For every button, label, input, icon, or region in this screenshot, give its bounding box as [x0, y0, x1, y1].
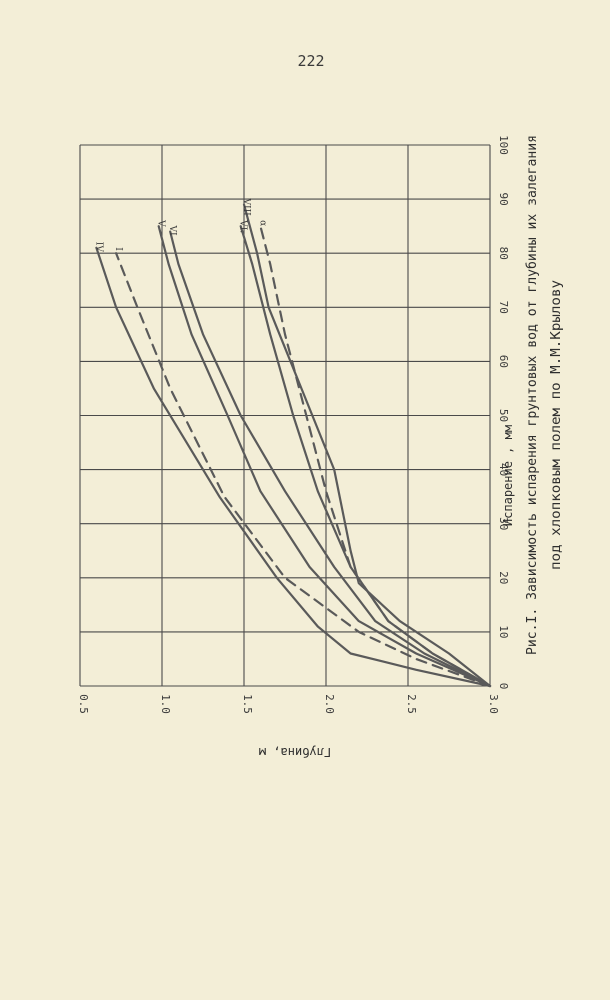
- curve-label: VI.: [238, 219, 248, 233]
- series-line: [259, 225, 492, 688]
- curve-label: V: [156, 219, 166, 227]
- x-tick-label: 70: [497, 301, 510, 314]
- series-line: [157, 225, 492, 688]
- series-line: [114, 252, 492, 688]
- x-tick-label: 20: [497, 571, 510, 584]
- y-tick-label: 1.5: [241, 694, 254, 714]
- curve-label: I: [113, 247, 123, 251]
- curve-label: IV: [93, 242, 103, 253]
- x-tick-label: 90: [497, 192, 510, 205]
- x-tick-label: 0: [497, 683, 510, 690]
- y-tick-label: 0.5: [77, 694, 90, 714]
- y-tick-label: 1.0: [159, 694, 172, 714]
- page-number: 222: [297, 52, 325, 70]
- series-line: [239, 225, 492, 688]
- x-tick-label: 40: [497, 463, 510, 476]
- series-line: [242, 203, 492, 688]
- series-line: [169, 230, 492, 688]
- series-layer: [95, 203, 492, 688]
- figure-caption-line2: под хлопковым полем по М.М.Крылову: [549, 280, 564, 570]
- x-tick-label: 60: [497, 355, 510, 368]
- y-tick-label: 2.5: [405, 694, 418, 714]
- x-tick-label: 10: [497, 625, 510, 638]
- x-tick-label: 100: [497, 135, 510, 155]
- x-tick-label: 80: [497, 247, 510, 260]
- series-line: [95, 246, 492, 688]
- curve-label: VIII: [241, 198, 251, 217]
- y-tick-label: 2.0: [323, 694, 336, 714]
- x-axis-label: Испарение , мм: [501, 425, 515, 526]
- curve-label: VI: [167, 225, 177, 236]
- curve-label: α: [257, 220, 267, 226]
- x-tick-label: 30: [497, 517, 510, 530]
- figure-caption-line1: Рис.I. Зависимость испарения грунтовых в…: [525, 135, 540, 655]
- x-tick-label: 50: [497, 409, 510, 422]
- y-tick-label: 3.0: [487, 694, 500, 714]
- grid-layer: [79, 144, 491, 687]
- y-axis-label: Глубина, м: [259, 745, 331, 759]
